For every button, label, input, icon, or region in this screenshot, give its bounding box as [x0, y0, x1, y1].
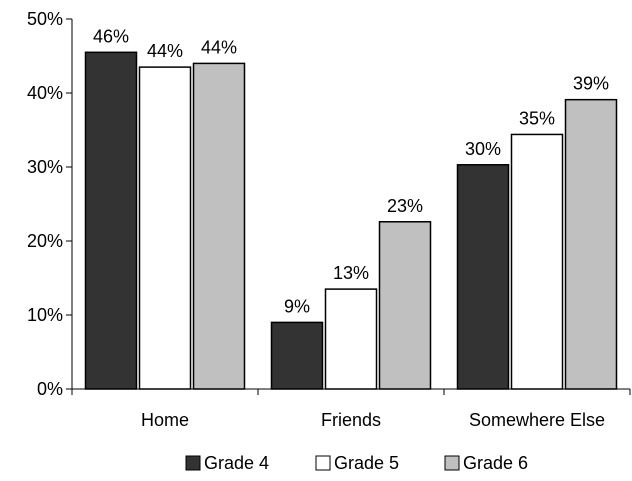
- y-tick-label: 20%: [27, 231, 63, 251]
- bar: [378, 221, 432, 390]
- data-label: 30%: [465, 139, 501, 159]
- bar: [192, 62, 246, 390]
- bar: [270, 321, 324, 390]
- bar: [138, 66, 192, 390]
- data-label: 46%: [93, 26, 129, 46]
- bar: [324, 288, 378, 390]
- data-label: 9%: [284, 296, 310, 316]
- data-label: 44%: [147, 41, 183, 61]
- legend-label: Grade 4: [204, 453, 269, 473]
- y-tick-label: 40%: [27, 83, 63, 103]
- y-tick-label: 50%: [27, 9, 63, 29]
- data-label: 35%: [519, 108, 555, 128]
- bar: [564, 98, 618, 390]
- data-label: 44%: [201, 37, 237, 57]
- bar: [456, 164, 510, 390]
- y-tick-label: 30%: [27, 157, 63, 177]
- bar: [510, 133, 564, 390]
- legend-swatch: [185, 455, 201, 471]
- legend-swatch: [315, 455, 331, 471]
- y-tick-label: 10%: [27, 305, 63, 325]
- data-label: 23%: [387, 196, 423, 216]
- legend-swatch: [444, 455, 460, 471]
- legend-label: Grade 5: [334, 453, 399, 473]
- x-category-label: Friends: [321, 410, 381, 430]
- x-category-label: Somewhere Else: [469, 410, 605, 430]
- x-category-label: Home: [141, 410, 189, 430]
- data-label: 39%: [573, 74, 609, 94]
- bar: [84, 51, 138, 390]
- y-tick-label: 0%: [37, 379, 63, 399]
- legend-label: Grade 6: [463, 453, 528, 473]
- data-label: 13%: [333, 263, 369, 283]
